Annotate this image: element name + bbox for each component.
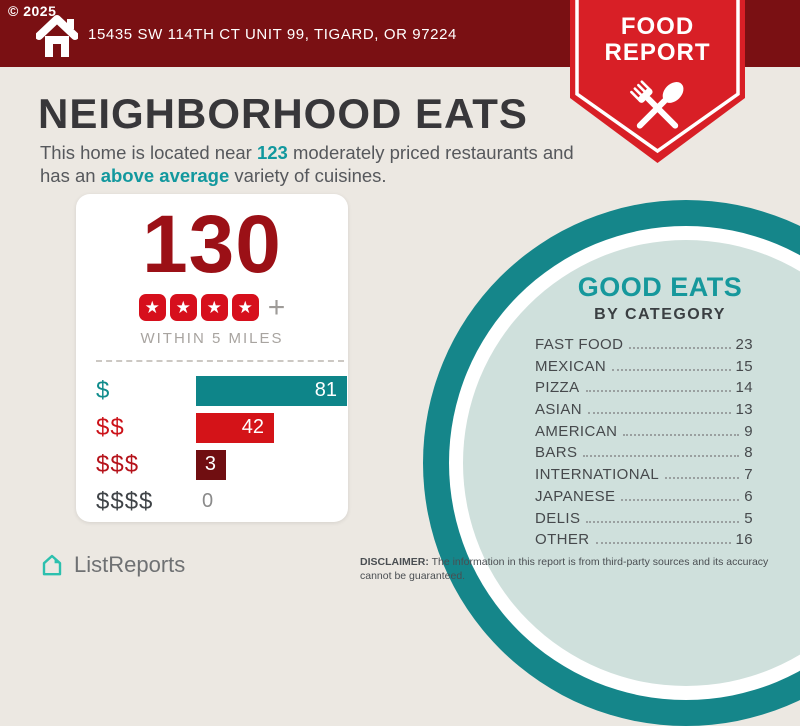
disclaimer: DISCLAIMER: The information in this repo…: [360, 556, 800, 583]
listreports-logo-icon: [42, 554, 62, 576]
category-label: AMERICAN: [535, 422, 618, 440]
list-item: BARS 8: [535, 444, 753, 466]
price-level-chart: $ 81 $$ 42 $$$ 3 $$$$ 0: [76, 375, 348, 517]
list-item: PIZZA 14: [535, 379, 753, 401]
category-label: DELIS: [535, 509, 581, 527]
dot-leader: [585, 390, 731, 393]
price-label: $$: [96, 413, 125, 441]
category-value: 14: [735, 379, 753, 397]
price-bar-value: 81: [314, 379, 337, 402]
badge-ribbon-shape: [570, 0, 745, 163]
dot-leader: [612, 368, 731, 371]
list-item: AMERICAN 9: [535, 423, 753, 445]
category-label: ASIAN: [535, 401, 583, 419]
page-subtitle: This home is located near 123 moderately…: [40, 142, 600, 187]
category-value: 9: [744, 422, 753, 440]
category-value: 23: [735, 336, 753, 353]
category-list: FAST FOOD 23 MEXICAN 15 PIZZA 14 ASIAN 13 AM…: [535, 336, 753, 553]
disclaimer-text: The information in this report is from t…: [360, 556, 769, 582]
price-bar-value: 3: [204, 453, 216, 476]
badge-title-line1: FOOD: [620, 13, 695, 40]
category-label: BARS: [535, 444, 578, 462]
variety-rating-inline: above average: [100, 164, 230, 186]
subtitle-text: has an: [40, 164, 101, 186]
price-bar: 3: [196, 449, 226, 480]
dot-leader: [583, 455, 740, 458]
star-rating: ★ ★ ★ ★ +: [76, 290, 348, 324]
dot-leader: [623, 433, 740, 436]
dot-leader: [588, 412, 731, 415]
star-icon: ★: [138, 294, 166, 322]
plus-icon: +: [267, 290, 286, 324]
radius-label: WITHIN 5 MILES: [140, 329, 284, 347]
food-report-badge: FOOD REPORT: [570, 0, 745, 166]
category-value: 16: [735, 531, 753, 549]
price-bar: 42: [196, 412, 274, 443]
listreports-brand: ListReports: [38, 551, 185, 579]
category-label: OTHER: [535, 531, 590, 549]
price-row: $$$ 3: [76, 449, 348, 480]
category-value: 5: [744, 509, 753, 527]
dot-leader: [586, 520, 740, 523]
property-address: 15435 SW 114TH CT UNIT 99, TIGARD, OR 97…: [88, 26, 457, 43]
copyright-text: © 2025: [8, 3, 57, 19]
star-icon: ★: [200, 294, 228, 322]
badge-title-line2: REPORT: [604, 38, 711, 66]
dot-leader: [629, 347, 731, 349]
category-value: 8: [744, 444, 753, 462]
price-row: $ 81: [76, 375, 348, 406]
dashed-divider: [96, 359, 344, 362]
category-label: PIZZA: [535, 379, 580, 397]
price-row: $$$$ 0: [76, 487, 348, 517]
restaurant-count-inline: 123: [256, 142, 288, 163]
category-value: 13: [735, 401, 753, 419]
subtitle-text: variety of cuisines.: [229, 164, 387, 186]
list-item: DELIS 5: [535, 510, 753, 532]
category-label: FAST FOOD: [535, 336, 624, 353]
category-value: 7: [744, 466, 753, 484]
dot-leader: [621, 498, 740, 501]
good-eats-header: GOOD EATS BY CATEGORY: [520, 272, 800, 324]
star-icon: ★: [169, 294, 197, 322]
category-value: 15: [735, 357, 753, 375]
category-value: 6: [744, 487, 753, 505]
brand-name: ListReports: [74, 552, 186, 577]
price-bar-value: 42: [241, 416, 264, 439]
dot-leader: [595, 542, 731, 545]
star-icon: ★: [231, 294, 259, 322]
good-eats-title: GOOD EATS: [577, 272, 743, 302]
page-title: NEIGHBORHOOD EATS: [38, 90, 528, 137]
price-row: $$ 42: [76, 412, 348, 443]
list-item: JAPANESE 6: [535, 488, 753, 510]
list-item: FAST FOOD 23: [535, 336, 753, 358]
category-label: INTERNATIONAL: [535, 466, 660, 484]
restaurant-count: 130: [142, 199, 282, 290]
list-item: ASIAN 13: [535, 401, 753, 423]
subtitle-text: moderately priced restaurants and: [287, 142, 574, 163]
price-bar: 81: [196, 375, 347, 406]
subtitle-text: This home is located near: [40, 142, 257, 163]
dot-leader: [665, 477, 740, 480]
price-label: $$$$: [96, 487, 154, 515]
disclaimer-label: DISCLAIMER:: [360, 556, 429, 568]
good-eats-subtitle: BY CATEGORY: [594, 306, 726, 323]
price-bar-value: 0: [202, 490, 214, 513]
summary-card: 130 ★ ★ ★ ★ + WITHIN 5 MILES $ 81 $$ 42 …: [76, 194, 348, 522]
list-item: MEXICAN 15: [535, 358, 753, 380]
category-label: JAPANESE: [535, 487, 616, 505]
price-label: $: [96, 376, 111, 404]
utensils-icon: [630, 80, 684, 129]
category-label: MEXICAN: [535, 357, 607, 375]
list-item: OTHER 16: [535, 531, 753, 553]
list-item: INTERNATIONAL 7: [535, 466, 753, 488]
price-bar: 0: [196, 487, 213, 517]
badge-title: FOOD REPORT: [570, 14, 745, 66]
house-icon: [36, 15, 78, 57]
price-label: $$$: [96, 450, 140, 478]
